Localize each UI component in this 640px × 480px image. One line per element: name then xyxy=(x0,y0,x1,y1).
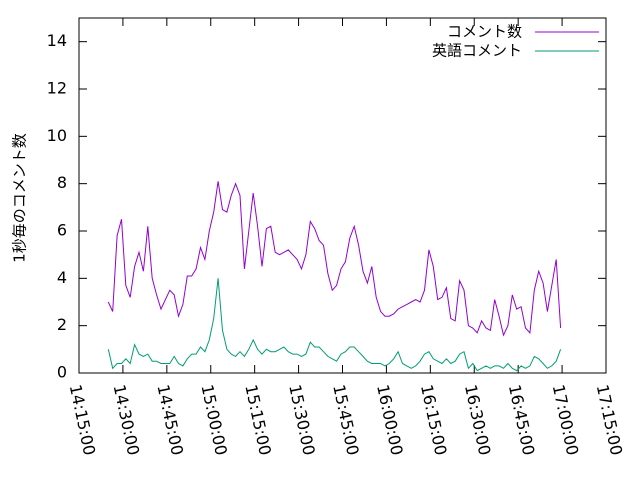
y-tick-label: 4 xyxy=(57,268,67,287)
x-tick-label: 15:30:00 xyxy=(285,383,319,457)
y-tick-label: 0 xyxy=(57,363,67,382)
y-tick-label: 10 xyxy=(47,126,67,145)
x-tick-label: 15:15:00 xyxy=(241,383,275,457)
x-tick-label: 14:30:00 xyxy=(110,383,144,457)
x-tick-label: 14:45:00 xyxy=(154,383,188,457)
y-tick-label: 6 xyxy=(57,221,67,240)
series-line xyxy=(107,181,562,337)
legend-label: コメント数 xyxy=(447,23,522,41)
y-tick-label: 8 xyxy=(57,173,67,192)
y-axis-label: 1秒毎のコメント数 xyxy=(11,133,29,263)
x-tick-label: 16:45:00 xyxy=(505,383,539,457)
x-tick-label: 16:30:00 xyxy=(461,383,495,457)
x-tick-label: 16:15:00 xyxy=(417,383,451,457)
series-line xyxy=(107,278,562,372)
y-tick-label: 14 xyxy=(47,31,67,50)
x-tick-label: 15:00:00 xyxy=(197,383,231,457)
x-tick-label: 17:00:00 xyxy=(549,383,583,457)
x-tick-label: 15:45:00 xyxy=(329,383,363,457)
plot-border xyxy=(78,17,607,374)
x-tick-label: 16:00:00 xyxy=(373,383,407,457)
y-tick-label: 2 xyxy=(57,315,67,334)
y-tick-label: 12 xyxy=(47,79,67,98)
legend-label: 英語コメント xyxy=(432,42,522,60)
x-tick-label: 14:15:00 xyxy=(66,383,100,457)
x-tick-label: 17:15:00 xyxy=(593,383,627,457)
